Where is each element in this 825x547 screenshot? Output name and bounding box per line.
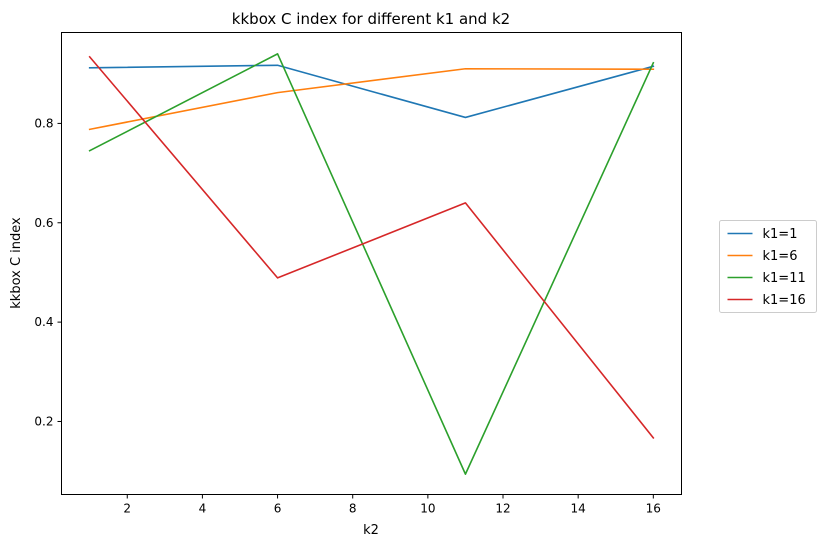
- x-axis-label: k2: [363, 523, 379, 538]
- series-line-k1-1: [88, 64, 655, 119]
- legend-label-k1-16: k1=16: [763, 293, 806, 308]
- series-line-k1-11: [88, 53, 655, 475]
- legend: k1=1 k1=6 k1=11 k1=16: [719, 220, 817, 313]
- x-tick-label-0: 2: [123, 502, 131, 516]
- y-tick-label-0: 0.2: [34, 414, 53, 428]
- chart-title: kkbox C index for different k1 and k2: [232, 10, 510, 28]
- x-tick-label-4: 10: [420, 502, 435, 516]
- y-axis: 0.2 0.4 0.6 0.8: [34, 116, 62, 428]
- y-axis-label: kkbox C index: [9, 217, 24, 309]
- x-axis: 2 4 6 8 10 12 14 16: [123, 494, 661, 516]
- series-line-k1-6: [88, 67, 655, 131]
- x-tick-label-2: 6: [274, 502, 282, 516]
- y-tick-label-1: 0.4: [34, 315, 53, 329]
- legend-label-k1-6: k1=6: [763, 249, 798, 264]
- plot-area: [88, 53, 655, 475]
- legend-label-k1-11: k1=11: [763, 271, 806, 286]
- series-line-k1-16: [88, 55, 655, 439]
- x-tick-label-1: 4: [199, 502, 207, 516]
- y-tick-label-3: 0.8: [34, 116, 53, 130]
- y-tick-label-2: 0.6: [34, 216, 53, 230]
- x-tick-label-7: 16: [646, 502, 661, 516]
- legend-label-k1-1: k1=1: [763, 227, 798, 242]
- x-tick-label-5: 12: [495, 502, 510, 516]
- plot-frame: [61, 32, 682, 495]
- legend-box: [719, 220, 817, 313]
- x-tick-label-3: 8: [349, 502, 357, 516]
- x-tick-label-6: 14: [571, 502, 586, 516]
